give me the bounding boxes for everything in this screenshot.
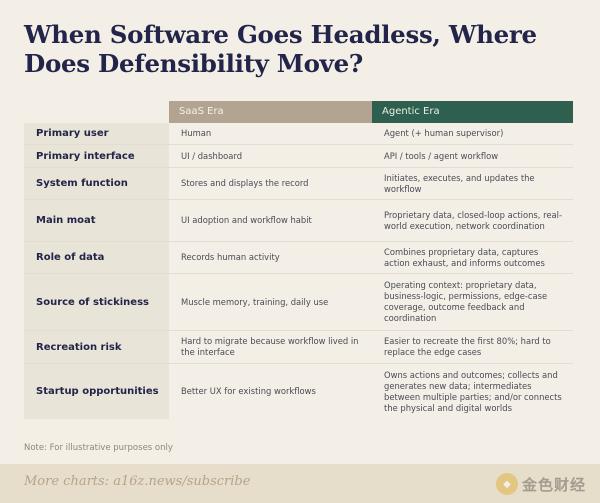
more-charts-link[interactable]: More charts: a16z.news/subscribe — [24, 474, 251, 489]
agentic-cell: Initiates, executes, and updates the wor… — [384, 172, 535, 194]
table-row: Source of stickiness Muscle memory, trai… — [24, 274, 573, 331]
saas-cell: Hard to migrate because workflow lived i… — [181, 336, 359, 357]
table-row: Startup opportunities Better UX for exis… — [24, 364, 573, 419]
row-label: Startup opportunities — [24, 364, 169, 419]
row-label: System function — [24, 168, 169, 199]
header-saas-era: SaaS Era — [169, 101, 372, 123]
comparison-table: SaaS Era Agentic Era Primary user Human … — [24, 101, 573, 419]
saas-cell: UI / dashboard — [181, 150, 243, 161]
table-row: Primary user Human Agent (+ human superv… — [24, 123, 573, 145]
saas-cell: Better UX for existing workflows — [181, 386, 316, 396]
watermark: ◆ 金色财经 — [495, 471, 586, 497]
row-label: Main moat — [24, 200, 169, 241]
agentic-cell: Operating context: proprietary data, bus… — [384, 280, 548, 323]
row-label: Primary user — [24, 123, 169, 144]
saas-cell: Records human activity — [181, 252, 280, 262]
saas-cell: Human — [181, 128, 212, 138]
watermark-text: 金色财经 — [521, 475, 586, 494]
row-label: Source of stickiness — [24, 274, 169, 330]
page-title: When Software Goes Headless, Where Does … — [24, 20, 537, 78]
agentic-cell: Agent (+ human supervisor) — [384, 128, 504, 138]
watermark-logo-icon: ◆ — [495, 473, 518, 495]
row-label: Primary interface — [24, 145, 169, 167]
table-row: Recreation risk Hard to migrate because … — [24, 331, 573, 364]
saas-cell: Stores and displays the record — [181, 178, 309, 188]
footnote: Note: For illustrative purposes only — [24, 443, 173, 453]
saas-cell: Muscle memory, training, daily use — [181, 296, 329, 307]
table-row: Main moat UI adoption and workflow habit… — [24, 200, 573, 242]
agentic-cell: Easier to recreate the first 80%; hard t… — [384, 336, 551, 357]
footer-bar: More charts: a16z.news/subscribe ◆ 金色财经 — [0, 464, 600, 503]
agentic-cell: Combines proprietary data, captures acti… — [384, 246, 545, 268]
row-label: Role of data — [24, 242, 169, 273]
table-row: Role of data Records human activity Comb… — [24, 242, 573, 274]
table-header: SaaS Era Agentic Era — [24, 101, 573, 123]
table-row: Primary interface UI / dashboard API / t… — [24, 145, 573, 168]
saas-cell: UI adoption and workflow habit — [181, 215, 312, 225]
header-blank — [24, 101, 169, 123]
header-agentic-era: Agentic Era — [372, 101, 573, 123]
agentic-cell: Proprietary data, closed-loop actions, r… — [384, 209, 563, 231]
agentic-cell: Owns actions and outcomes; collects and … — [384, 369, 562, 413]
row-label: Recreation risk — [24, 331, 169, 363]
agentic-cell: API / tools / agent workflow — [384, 150, 499, 161]
table-row: System function Stores and displays the … — [24, 168, 573, 200]
